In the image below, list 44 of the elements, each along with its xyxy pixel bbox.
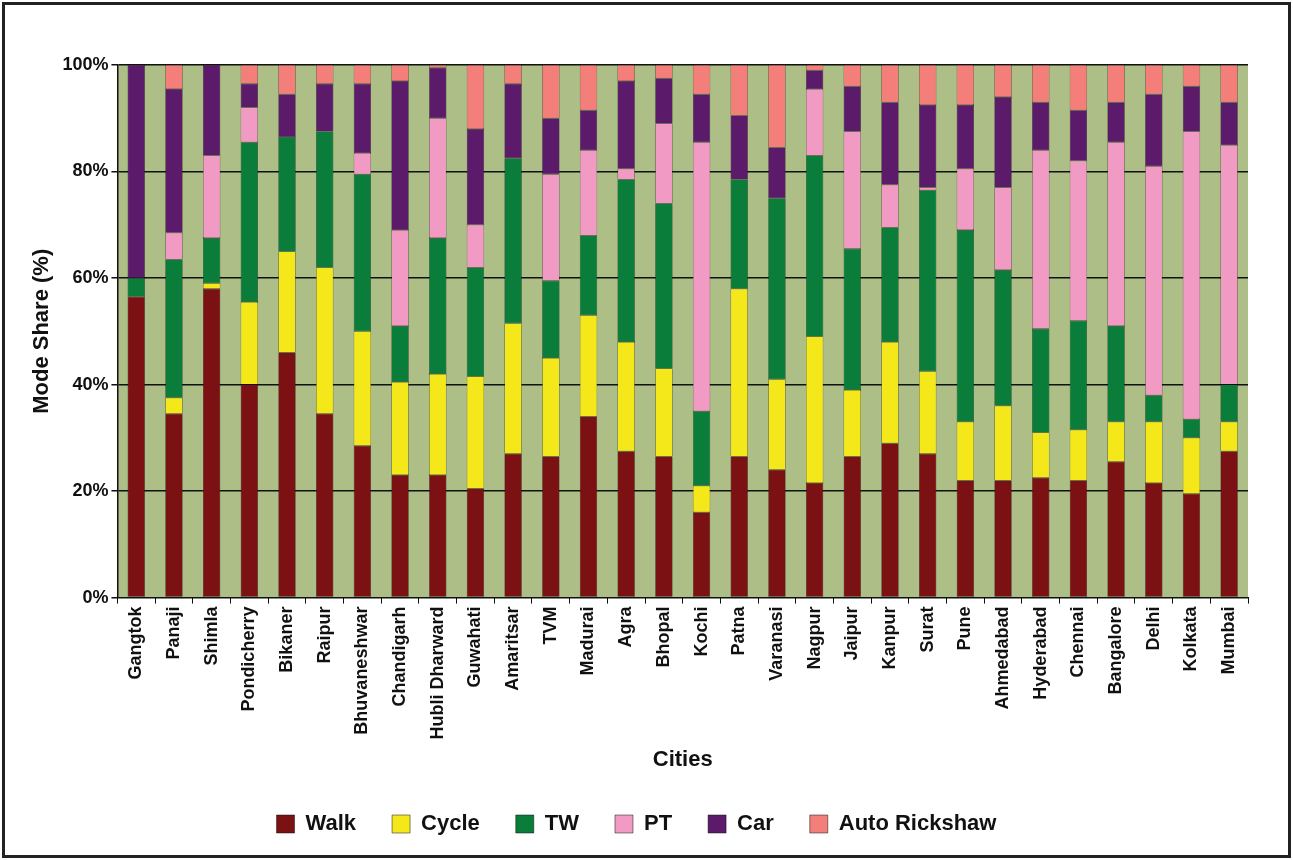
legend-label: Walk [305, 810, 357, 836]
x-tick-label: Guwahati [464, 606, 485, 688]
x-tick-label: Bhopal [652, 606, 673, 668]
y-axis-title: Mode Share (%) [28, 248, 54, 414]
legend-label: PT [643, 810, 673, 836]
y-tick-label: 40% [72, 373, 109, 394]
x-tick-label: Amaritsar [502, 606, 523, 691]
x-tick-label: Hubli Dharward [426, 606, 447, 740]
x-tick-label: Hyderabad [1029, 606, 1050, 700]
x-tick-label: Kanpur [878, 606, 899, 670]
x-tick-label: Raipur [313, 606, 334, 664]
legend-label: TW [544, 810, 580, 836]
x-tick-label: Nagpur [803, 606, 824, 670]
legend-label: Auto Rickshaw [838, 810, 998, 836]
x-tick-label: Kochi [690, 606, 711, 657]
y-tick-label: 0% [82, 586, 109, 607]
legend-label: Car [737, 810, 775, 836]
x-tick-label: Madurai [577, 606, 598, 676]
x-tick-label: Gangtok [125, 605, 146, 680]
y-tick-label: 20% [72, 480, 109, 501]
x-tick-label: Chandigarh [389, 606, 410, 707]
x-tick-label: Varanasi [765, 606, 786, 681]
x-tick-label: Ahmedabad [992, 606, 1013, 710]
y-tick-label: 60% [72, 267, 109, 287]
x-tick-label: Bhuvaneshwar [351, 606, 372, 735]
x-tick-label: Mumbai [1218, 606, 1239, 675]
x-axis-title: Cities [652, 745, 713, 771]
y-tick-label: 80% [72, 160, 109, 181]
x-tick-label: Kolkata [1180, 605, 1201, 672]
x-tick-label: Jaipur [841, 606, 862, 661]
y-tick-label: 100% [62, 53, 109, 74]
legend-label: Cycle [421, 810, 480, 836]
x-tick-label: Agra [615, 605, 636, 648]
x-tick-label: Chennai [1067, 606, 1088, 678]
x-tick-label: Surat [916, 606, 937, 653]
x-tick-label: Panaji [162, 606, 183, 660]
x-tick-label: Bangalore [1105, 606, 1126, 695]
x-tick-label: Delhi [1142, 606, 1163, 651]
x-tick-label: Pondicherry [238, 606, 259, 712]
x-tick-label: TVM [539, 606, 560, 645]
x-tick-label: Patna [728, 605, 749, 656]
x-tick-label: Pune [954, 606, 975, 651]
x-tick-label: Shimla [200, 605, 221, 666]
x-tick-label: Bikaner [275, 606, 296, 673]
